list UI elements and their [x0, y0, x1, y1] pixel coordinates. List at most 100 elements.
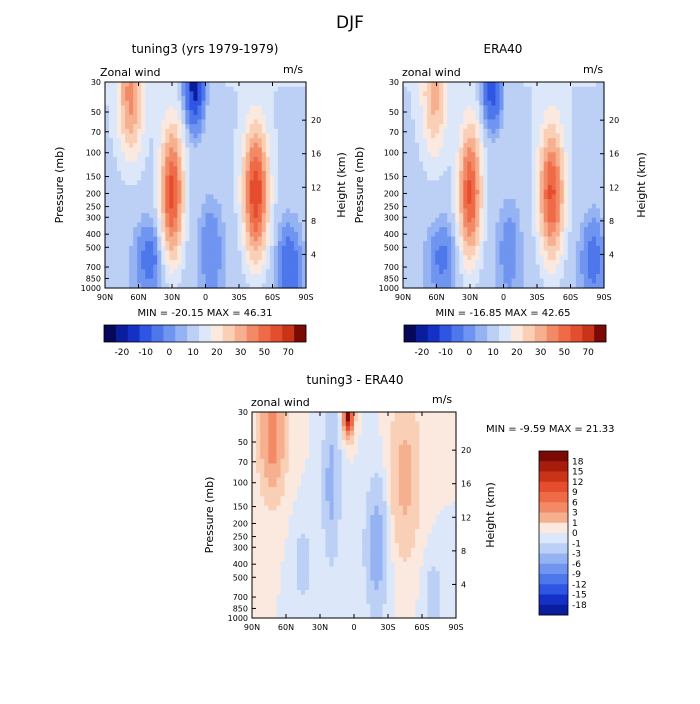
- contour-cell: [491, 241, 496, 246]
- contour-cell: [491, 87, 496, 92]
- contour-cell: [576, 143, 581, 148]
- contour-cell: [264, 487, 269, 492]
- contour-cell: [423, 246, 428, 251]
- contour-cell: [145, 162, 150, 167]
- contour-cell: [226, 204, 231, 209]
- contour-cell: [443, 279, 448, 284]
- contour-cell: [173, 110, 178, 115]
- contour-cell: [222, 246, 227, 251]
- contour-cell: [576, 213, 581, 218]
- contour-cell: [230, 157, 235, 162]
- contour-cell: [294, 82, 299, 87]
- contour-cell: [508, 227, 513, 232]
- contour-cell: [272, 506, 277, 511]
- contour-cell: [508, 180, 513, 185]
- contour-cell: [165, 129, 170, 134]
- contour-cell: [274, 138, 279, 143]
- contour-cell: [556, 232, 561, 237]
- contour-cell: [133, 143, 138, 148]
- contour-cell: [560, 241, 565, 246]
- contour-cell: [250, 222, 255, 227]
- contour-cell: [264, 609, 269, 614]
- contour-cell: [508, 269, 513, 274]
- contour-cell: [560, 260, 565, 265]
- contour-cell: [246, 166, 251, 171]
- contour-cell: [447, 91, 452, 96]
- contour-cell: [268, 520, 273, 525]
- contour-cell: [423, 180, 428, 185]
- contour-cell: [592, 82, 597, 87]
- contour-cell: [451, 134, 456, 139]
- contour-cell: [520, 152, 525, 157]
- contour-cell: [439, 124, 444, 129]
- contour-cell: [286, 129, 291, 134]
- contour-cell: [435, 124, 440, 129]
- contour-cell: [234, 194, 239, 199]
- contour-cell: [262, 204, 267, 209]
- contour-cell: [133, 119, 138, 124]
- contour-cell: [264, 571, 269, 576]
- contour-cell: [560, 143, 565, 148]
- contour-cell: [524, 227, 529, 232]
- contour-cell: [576, 129, 581, 134]
- contour-cell: [133, 199, 138, 204]
- contour-cell: [193, 274, 198, 279]
- contour-cell: [540, 166, 545, 171]
- contour-cell: [516, 105, 521, 110]
- contour-cell: [431, 218, 436, 223]
- contour-cell: [285, 538, 290, 543]
- contour-cell: [455, 194, 460, 199]
- contour-cell: [427, 255, 432, 260]
- contour-cell: [153, 87, 158, 92]
- contour-cell: [471, 180, 476, 185]
- contour-cell: [451, 190, 456, 195]
- contour-cell: [568, 166, 573, 171]
- contour-cell: [423, 143, 428, 148]
- contour-cell: [286, 91, 291, 96]
- contour-cell: [278, 227, 283, 232]
- contour-cell: [181, 119, 186, 124]
- contour-cell: [276, 557, 281, 562]
- contour-cell: [564, 105, 569, 110]
- contour-cell: [270, 152, 275, 157]
- contour-cell: [278, 185, 283, 190]
- contour-cell: [520, 101, 525, 106]
- contour-cell: [201, 255, 206, 260]
- contour-cell: [285, 492, 290, 497]
- contour-cell: [260, 576, 265, 581]
- contour-cell: [181, 246, 186, 251]
- contour-cell: [298, 218, 303, 223]
- contour-cell: [491, 237, 496, 242]
- contour-cell: [141, 115, 146, 120]
- contour-cell: [250, 91, 255, 96]
- contour-cell: [487, 269, 492, 274]
- contour-cell: [137, 166, 142, 171]
- contour-cell: [435, 138, 440, 143]
- contour-cell: [193, 87, 198, 92]
- contour-cell: [524, 124, 529, 129]
- contour-cell: [508, 134, 513, 139]
- contour-cell: [268, 445, 273, 450]
- contour-cell: [226, 82, 231, 87]
- contour-cell: [242, 171, 247, 176]
- contour-cell: [411, 269, 416, 274]
- contour-cell: [125, 208, 130, 213]
- contour-cell: [487, 134, 492, 139]
- contour-cell: [109, 96, 114, 101]
- contour-cell: [274, 218, 279, 223]
- contour-cell: [584, 166, 589, 171]
- contour-cell: [113, 101, 118, 106]
- contour-cell: [278, 134, 283, 139]
- contour-cell: [548, 269, 553, 274]
- contour-cell: [483, 134, 488, 139]
- contour-cell: [286, 208, 291, 213]
- contour-cell: [282, 162, 287, 167]
- contour-cell: [264, 417, 269, 422]
- contour-cell: [479, 82, 484, 87]
- contour-cell: [234, 208, 239, 213]
- colorbar-swatch: [163, 325, 175, 342]
- contour-cell: [246, 251, 251, 256]
- contour-cell: [528, 82, 533, 87]
- contour-cell: [407, 129, 412, 134]
- contour-cell: [260, 468, 265, 473]
